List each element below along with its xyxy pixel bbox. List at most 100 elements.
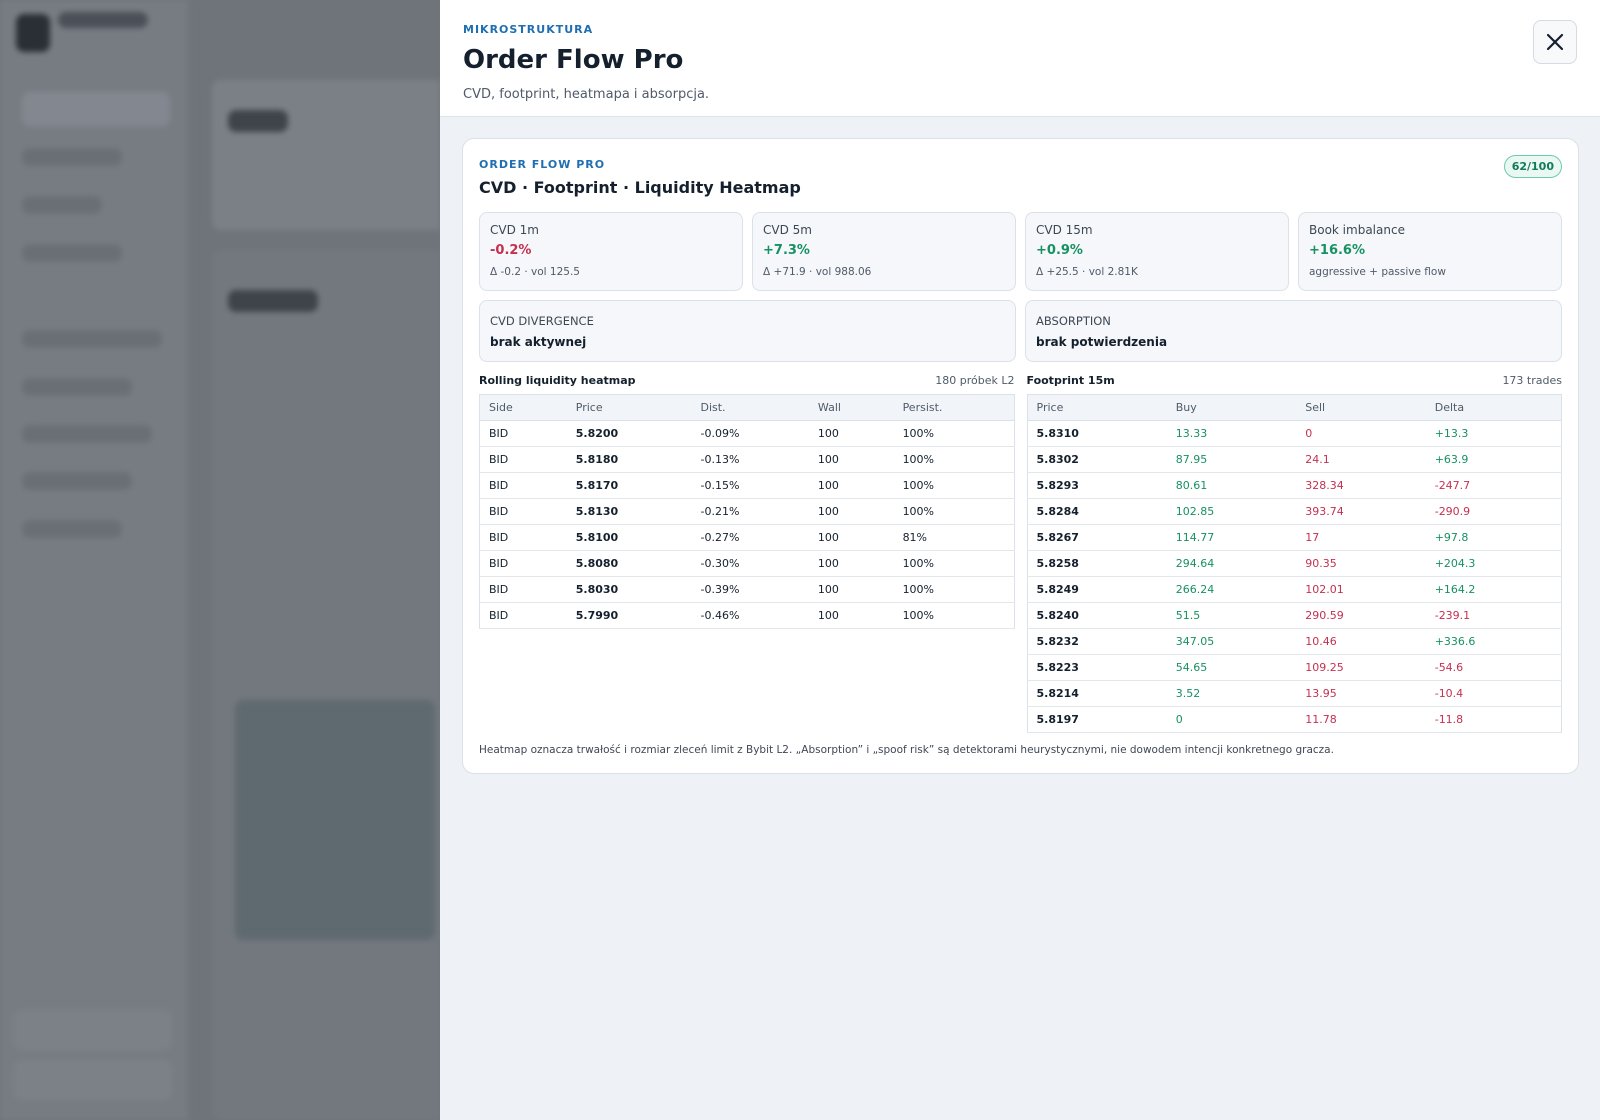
heatmap-panel: Rolling liquidity heatmap 180 próbek L2 Si… [479,374,1015,733]
modal: MIKROSTRUKTURA Order Flow Pro CVD, footp… [440,0,1600,1120]
column-header: Buy [1166,394,1297,421]
metric-value: +0.9% [1036,243,1083,258]
table-cell: 5.8200 [566,420,692,447]
table-row: 5.8214 3.52 13.95 -10.4 [1027,680,1562,707]
table-cell: 11.78 [1296,706,1426,733]
modal-subtitle: CVD, footprint, heatmapa i absorpcja. [463,87,710,102]
table-cell: -0.46% [691,602,809,629]
header-row: Price Buy Sell Delta [1027,394,1562,421]
table-cell: 81% [893,524,1014,551]
table-cell: 24.1 [1296,446,1426,473]
column-header: Persist. [893,394,1014,421]
table-cell: 100% [893,550,1014,577]
metric-card: Book imbalance +16.6% aggressive + passive… [1298,212,1562,291]
table-cell: 328.34 [1296,472,1426,499]
table-cell: 5.8302 [1027,446,1167,473]
table-cell: 5.8284 [1027,498,1167,525]
signal-label: CVD DIVERGENCE [490,314,594,328]
table-cell: 100% [893,498,1014,525]
metric-sub: Δ -0.2 · vol 125.5 [490,266,580,278]
table-cell: 266.24 [1166,576,1297,603]
table-cell: BID [479,524,567,551]
table-cell: 10.46 [1296,628,1426,655]
table-title: Rolling liquidity heatmap [479,374,636,387]
table-cell: 90.35 [1296,550,1426,577]
signal-value: brak aktywnej [490,335,587,349]
table-row: BID 5.8030 -0.39% 100 100% [479,576,1014,603]
table-cell: -290.9 [1425,498,1562,525]
table-cell: 100% [893,420,1014,447]
footprint-panel: Footprint 15m 173 trades Price Buy Sell Delta… [1026,374,1563,733]
table-row: 5.8293 80.61 328.34 -247.7 [1027,472,1562,499]
table-cell: 13.33 [1166,420,1297,447]
table-cell: BID [479,446,567,473]
table-cell: 100 [808,524,894,551]
column-header: Price [566,394,692,421]
table-note: 173 trades [1502,374,1562,387]
table-cell: 109.25 [1296,654,1426,681]
table-cell: 100 [808,576,894,603]
table-cell: +336.6 [1425,628,1562,655]
signal-card: CVD DIVERGENCE brak aktywnej [479,300,1016,362]
card-eyebrow: ORDER FLOW PRO [479,158,606,171]
table-cell: BID [479,576,567,603]
table-cell: 114.77 [1166,524,1297,551]
table-cell: 5.8180 [566,446,692,473]
metric-label: Book imbalance [1309,223,1405,237]
table-cell: +97.8 [1425,524,1562,551]
table-cell: -247.7 [1425,472,1562,499]
table-row: BID 5.8180 -0.13% 100 100% [479,446,1014,473]
footer-note: Heatmap oznacza trwałość i rozmiar zlece… [479,744,1334,756]
table-row: 5.8197 0 11.78 -11.8 [1027,706,1562,733]
column-header: Price [1027,394,1167,421]
table-cell: 100 [808,602,894,629]
table-cell: BID [479,498,567,525]
column-header: Dist. [691,394,809,421]
table-heading: Footprint 15m 173 trades [1027,374,1563,387]
signal-card: ABSORPTION brak potwierdzenia [1025,300,1562,362]
metric-label: CVD 1m [490,223,539,237]
table-cell: 0 [1296,420,1426,447]
data-table: Side Price Dist. Wall Persist. BID 5.8200 -0.09… [479,394,1015,629]
table-row: 5.8258 294.64 90.35 +204.3 [1027,550,1562,577]
table-cell: 54.65 [1166,654,1297,681]
table-cell: 87.95 [1166,446,1297,473]
table-cell: 0 [1166,706,1297,733]
table-cell: 294.64 [1166,550,1297,577]
table-cell: 80.61 [1166,472,1297,499]
metric-sub: aggressive + passive flow [1309,266,1446,278]
table-row: BID 5.8170 -0.15% 100 100% [479,472,1014,499]
data-table: Price Buy Sell Delta 5.8310 13.33 0 +13.3 5.8302… [1026,394,1562,733]
table-row: 5.8249 266.24 102.01 +164.2 [1027,576,1562,603]
table-cell: 5.8214 [1027,680,1167,707]
table-cell: -0.09% [691,420,809,447]
column-header: Wall [808,394,894,421]
table-row: BID 5.8100 -0.27% 100 81% [479,524,1014,551]
table-row: BID 5.8200 -0.09% 100 100% [479,420,1014,447]
table-cell: -0.27% [691,524,809,551]
blurred-background [0,0,440,1120]
table-cell: 100% [893,602,1014,629]
table-cell: 5.8293 [1027,472,1167,499]
table-row: BID 5.8080 -0.30% 100 100% [479,550,1014,577]
table-row: 5.8284 102.85 393.74 -290.9 [1027,498,1562,525]
table-cell: BID [479,420,567,447]
table-cell: 290.59 [1296,602,1426,629]
eyebrow: MIKROSTRUKTURA [463,23,594,36]
close-button[interactable] [1533,20,1577,64]
metric-value: -0.2% [490,243,532,258]
table-row: 5.8310 13.33 0 +13.3 [1027,420,1562,447]
signal-label: ABSORPTION [1036,314,1111,328]
table-cell: 5.8267 [1027,524,1167,551]
table-row: 5.8302 87.95 24.1 +63.9 [1027,446,1562,473]
metric-label: CVD 15m [1036,223,1093,237]
table-cell: 5.8258 [1027,550,1167,577]
table-cell: BID [479,602,567,629]
table-cell: 102.01 [1296,576,1426,603]
table-cell: 5.8240 [1027,602,1167,629]
table-cell: 5.8310 [1027,420,1167,447]
table-row: 5.8232 347.05 10.46 +336.6 [1027,628,1562,655]
table-cell: 5.8030 [566,576,692,603]
modal-title: Order Flow Pro [463,45,684,75]
